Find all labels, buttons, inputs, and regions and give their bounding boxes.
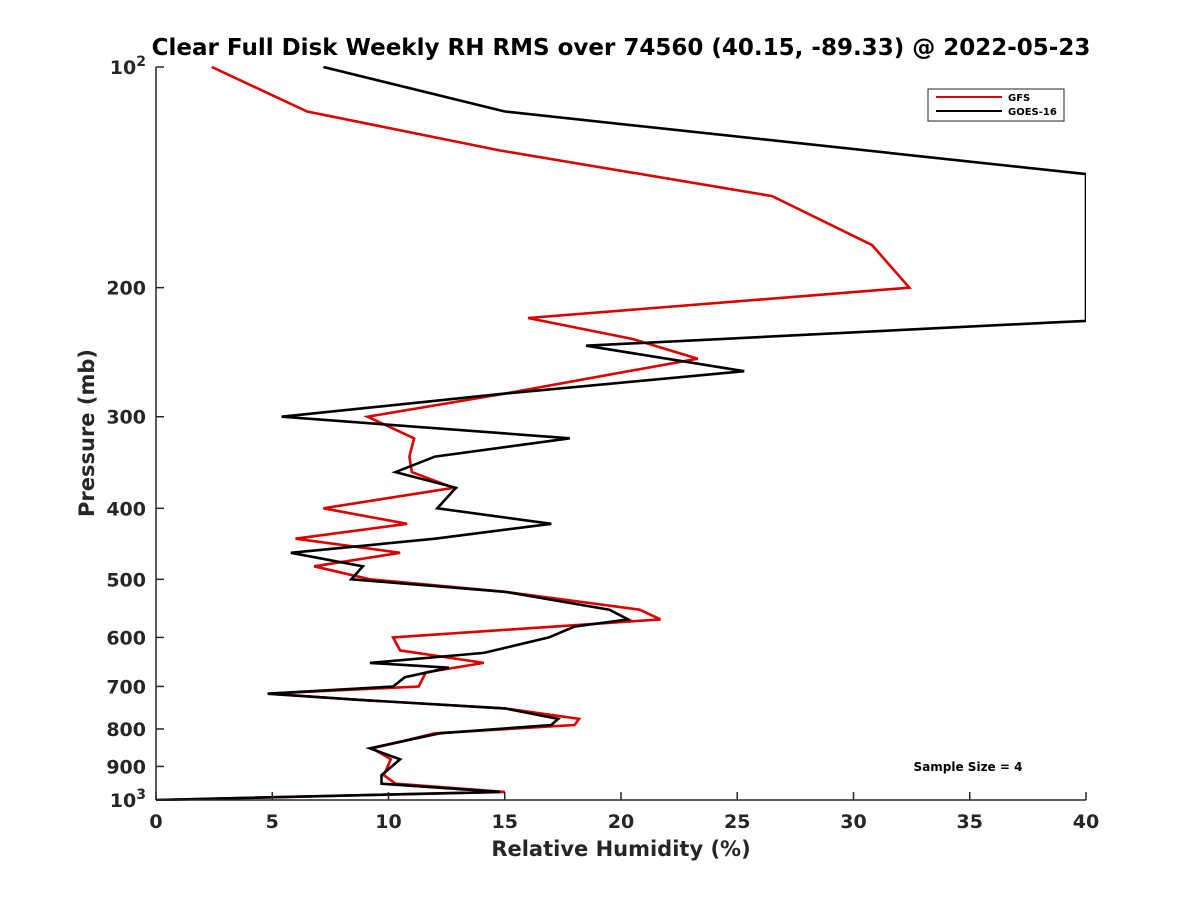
y-tick-label: 102 xyxy=(110,54,146,79)
y-tick-label: 300 xyxy=(106,407,146,429)
x-tick-label: 40 xyxy=(1073,811,1099,833)
sample-size-annotation: Sample Size = 4 xyxy=(914,760,1023,774)
x-tick-label: 15 xyxy=(492,811,518,833)
y-tick-label: 700 xyxy=(106,676,146,698)
y-tick-label: 600 xyxy=(106,627,146,649)
x-tick-label: 35 xyxy=(957,811,983,833)
y-tick-label: 400 xyxy=(106,498,146,520)
x-tick-label: 10 xyxy=(375,811,401,833)
y-tick-label: 103 xyxy=(110,787,146,812)
y-tick-label: 500 xyxy=(106,569,146,591)
legend-label-goes-16: GOES-16 xyxy=(1008,107,1057,118)
x-ticks: 0 5 10 15 20 25 30 35 40 xyxy=(149,792,1099,833)
y-tick-label: 800 xyxy=(106,719,146,741)
y-axis-label: Pressure (mb) xyxy=(75,349,99,517)
chart-title: Clear Full Disk Weekly RH RMS over 74560… xyxy=(152,35,1091,61)
x-tick-label: 20 xyxy=(608,811,634,833)
series-layer xyxy=(156,66,1086,801)
y-ticks: 102 200 300 400 500 600 700 800 900 103 xyxy=(106,54,164,812)
y-tick-label: 900 xyxy=(106,756,146,778)
legend: GFS GOES-16 xyxy=(927,88,1065,122)
x-tick-label: 0 xyxy=(149,811,162,833)
series-line-goes-16 xyxy=(156,66,1086,801)
y-tick-label: 200 xyxy=(106,278,146,300)
legend-label-gfs: GFS xyxy=(1008,93,1030,104)
x-axis-label: Relative Humidity (%) xyxy=(491,837,750,861)
x-tick-label: 5 xyxy=(266,811,279,833)
plot-area xyxy=(156,67,1086,800)
x-tick-label: 30 xyxy=(840,811,866,833)
x-tick-label: 25 xyxy=(724,811,750,833)
legend-box xyxy=(927,88,1065,122)
